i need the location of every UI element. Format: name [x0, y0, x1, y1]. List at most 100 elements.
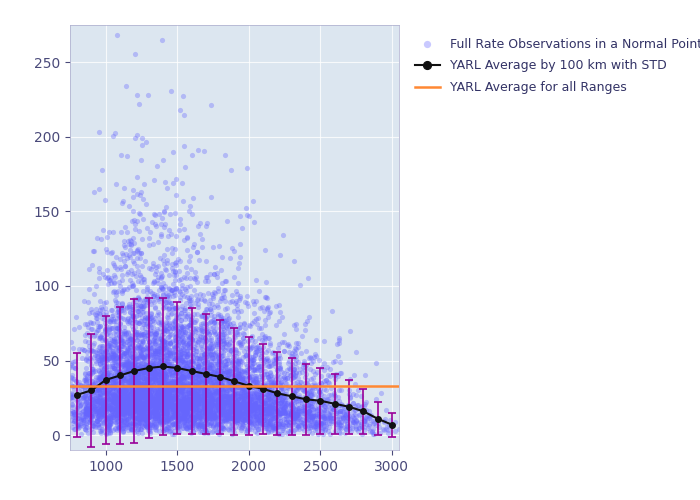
Full Rate Observations in a Normal Point [139, 419, 150, 427]
Full Rate Observations in a Normal Point [199, 392, 210, 400]
Full Rate Observations in a Normal Point [259, 424, 270, 432]
Full Rate Observations in a Normal Point [310, 382, 321, 390]
Full Rate Observations in a Normal Point [84, 394, 95, 402]
Full Rate Observations in a Normal Point [236, 408, 247, 416]
Full Rate Observations in a Normal Point [146, 423, 157, 431]
Full Rate Observations in a Normal Point [130, 388, 141, 396]
Full Rate Observations in a Normal Point [122, 317, 133, 325]
Full Rate Observations in a Normal Point [232, 413, 243, 421]
Full Rate Observations in a Normal Point [128, 324, 139, 332]
Full Rate Observations in a Normal Point [216, 417, 227, 425]
Full Rate Observations in a Normal Point [115, 404, 126, 411]
Full Rate Observations in a Normal Point [199, 318, 211, 326]
Full Rate Observations in a Normal Point [110, 399, 121, 407]
Full Rate Observations in a Normal Point [105, 382, 116, 390]
Full Rate Observations in a Normal Point [116, 386, 127, 394]
Full Rate Observations in a Normal Point [136, 352, 147, 360]
Full Rate Observations in a Normal Point [99, 319, 111, 327]
Full Rate Observations in a Normal Point [135, 349, 146, 357]
Full Rate Observations in a Normal Point [246, 389, 257, 397]
Full Rate Observations in a Normal Point [259, 415, 270, 423]
Full Rate Observations in a Normal Point [179, 404, 190, 411]
Full Rate Observations in a Normal Point [177, 324, 188, 332]
Full Rate Observations in a Normal Point [145, 427, 156, 435]
Full Rate Observations in a Normal Point [146, 396, 158, 404]
Full Rate Observations in a Normal Point [189, 409, 200, 417]
Full Rate Observations in a Normal Point [235, 404, 246, 412]
Full Rate Observations in a Normal Point [152, 364, 163, 372]
Full Rate Observations in a Normal Point [115, 403, 126, 411]
Full Rate Observations in a Normal Point [201, 406, 212, 414]
Full Rate Observations in a Normal Point [254, 396, 265, 404]
Full Rate Observations in a Normal Point [143, 386, 154, 394]
Full Rate Observations in a Normal Point [258, 404, 269, 412]
Full Rate Observations in a Normal Point [157, 399, 168, 407]
Full Rate Observations in a Normal Point [267, 411, 278, 419]
Full Rate Observations in a Normal Point [275, 395, 286, 403]
Full Rate Observations in a Normal Point [186, 411, 197, 419]
Full Rate Observations in a Normal Point [150, 366, 162, 374]
Full Rate Observations in a Normal Point [264, 334, 275, 342]
Full Rate Observations in a Normal Point [258, 414, 269, 422]
Full Rate Observations in a Normal Point [99, 326, 111, 334]
Full Rate Observations in a Normal Point [106, 342, 117, 350]
Full Rate Observations in a Normal Point [167, 348, 178, 356]
Full Rate Observations in a Normal Point [174, 378, 186, 386]
Full Rate Observations in a Normal Point [160, 350, 172, 358]
Full Rate Observations in a Normal Point [187, 372, 198, 380]
Full Rate Observations in a Normal Point [240, 400, 251, 408]
Full Rate Observations in a Normal Point [251, 424, 262, 432]
Full Rate Observations in a Normal Point [199, 408, 210, 416]
Full Rate Observations in a Normal Point [266, 350, 277, 358]
Full Rate Observations in a Normal Point [162, 352, 174, 360]
Full Rate Observations in a Normal Point [293, 425, 304, 433]
Full Rate Observations in a Normal Point [327, 412, 338, 420]
Full Rate Observations in a Normal Point [234, 400, 246, 407]
Full Rate Observations in a Normal Point [152, 378, 163, 386]
Full Rate Observations in a Normal Point [130, 398, 141, 406]
Full Rate Observations in a Normal Point [113, 398, 124, 406]
Full Rate Observations in a Normal Point [87, 418, 98, 426]
Full Rate Observations in a Normal Point [181, 390, 193, 398]
Full Rate Observations in a Normal Point [125, 365, 136, 373]
Full Rate Observations in a Normal Point [177, 398, 188, 406]
Full Rate Observations in a Normal Point [300, 410, 312, 418]
Full Rate Observations in a Normal Point [219, 398, 230, 406]
Full Rate Observations in a Normal Point [103, 396, 114, 404]
Full Rate Observations in a Normal Point [167, 324, 178, 332]
Full Rate Observations in a Normal Point [113, 360, 124, 368]
Full Rate Observations in a Normal Point [182, 401, 193, 409]
Full Rate Observations in a Normal Point [237, 401, 248, 409]
Full Rate Observations in a Normal Point [90, 408, 101, 416]
Full Rate Observations in a Normal Point [132, 380, 143, 388]
Full Rate Observations in a Normal Point [186, 336, 197, 344]
Full Rate Observations in a Normal Point [195, 392, 206, 400]
Full Rate Observations in a Normal Point [225, 393, 237, 401]
Full Rate Observations in a Normal Point [202, 219, 213, 227]
Full Rate Observations in a Normal Point [174, 398, 185, 406]
Full Rate Observations in a Normal Point [126, 384, 137, 392]
Full Rate Observations in a Normal Point [102, 401, 113, 409]
Full Rate Observations in a Normal Point [290, 405, 301, 413]
Full Rate Observations in a Normal Point [281, 341, 293, 349]
Full Rate Observations in a Normal Point [174, 106, 186, 114]
Full Rate Observations in a Normal Point [181, 417, 193, 425]
Full Rate Observations in a Normal Point [104, 228, 115, 235]
Full Rate Observations in a Normal Point [132, 342, 143, 350]
Full Rate Observations in a Normal Point [99, 326, 111, 334]
Full Rate Observations in a Normal Point [112, 324, 123, 332]
Full Rate Observations in a Normal Point [121, 359, 132, 367]
Full Rate Observations in a Normal Point [95, 235, 106, 243]
Full Rate Observations in a Normal Point [153, 379, 164, 387]
Full Rate Observations in a Normal Point [290, 370, 302, 378]
Full Rate Observations in a Normal Point [193, 394, 204, 402]
Full Rate Observations in a Normal Point [319, 414, 330, 422]
Full Rate Observations in a Normal Point [125, 246, 136, 254]
Full Rate Observations in a Normal Point [205, 318, 216, 326]
Full Rate Observations in a Normal Point [159, 220, 170, 228]
Full Rate Observations in a Normal Point [161, 404, 172, 411]
Full Rate Observations in a Normal Point [109, 296, 120, 304]
Full Rate Observations in a Normal Point [186, 150, 197, 158]
Full Rate Observations in a Normal Point [174, 354, 186, 362]
Full Rate Observations in a Normal Point [111, 390, 122, 398]
